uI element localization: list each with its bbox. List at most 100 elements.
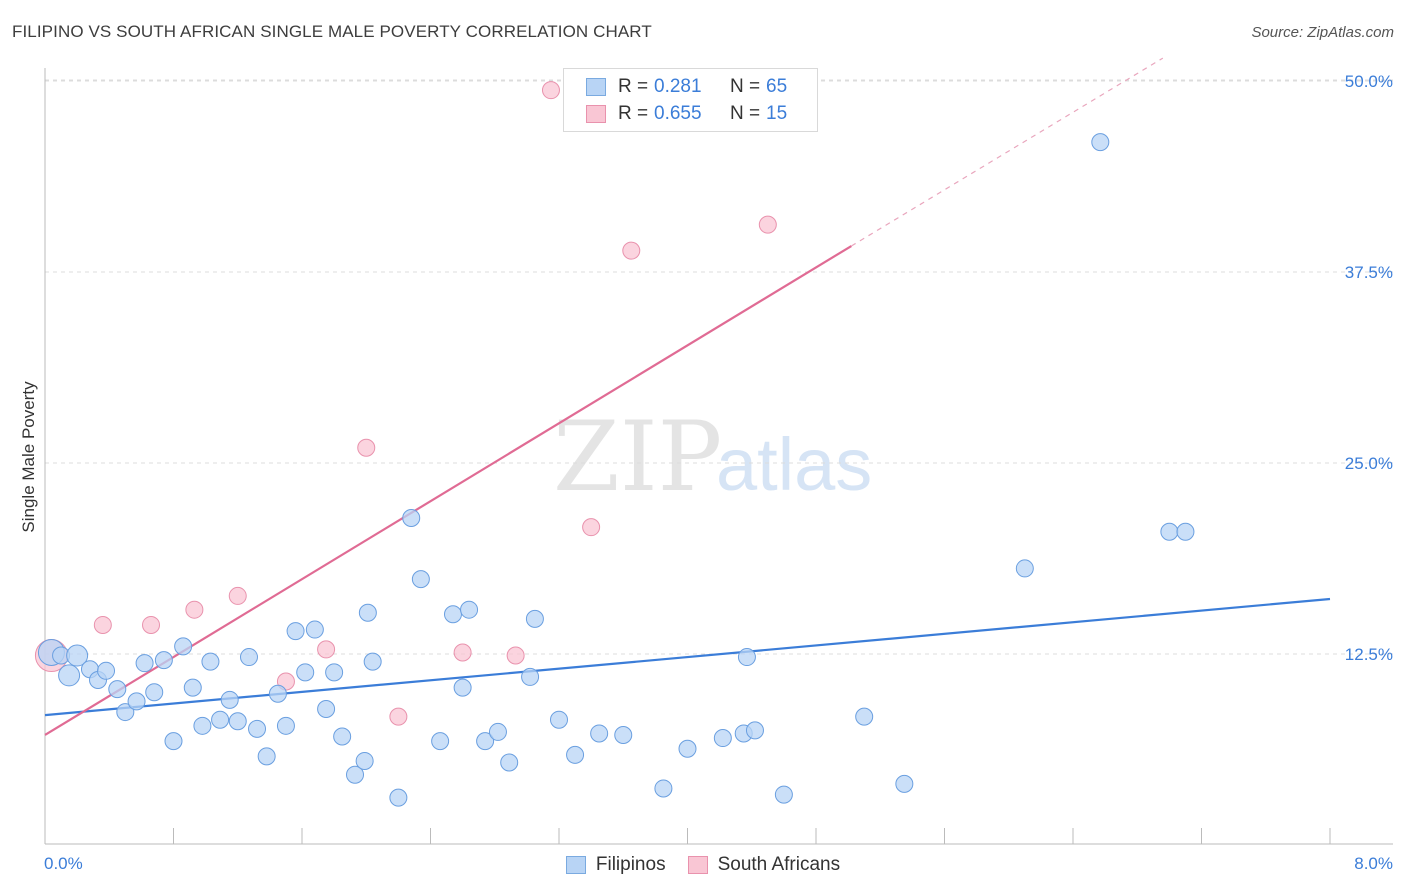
point-filipino [97, 661, 116, 680]
series-legend-filipinos: Filipinos [565, 854, 666, 876]
point-filipino [488, 722, 507, 741]
point-filipino [58, 664, 81, 687]
trendlines [44, 57, 1331, 736]
point-filipino [713, 729, 732, 748]
x-tick-label: 8.0% [1354, 854, 1393, 873]
point-filipino [1176, 522, 1195, 541]
series-swatch-south-africans [687, 856, 708, 874]
point-filipino [305, 620, 324, 639]
point-filipino [116, 703, 135, 722]
point-filipino [239, 648, 258, 667]
point-filipino [66, 644, 89, 667]
point-filipino [1160, 522, 1179, 541]
point-filipino [127, 692, 146, 711]
point-filipino [325, 663, 344, 682]
y-tick-label: 12.5% [1345, 645, 1393, 664]
point-filipino [431, 732, 450, 751]
point-filipino [453, 678, 472, 697]
point-filipino [654, 779, 673, 798]
data-points [34, 81, 1195, 807]
point-south-african [582, 518, 601, 537]
watermark-zip: ZIP [553, 401, 722, 513]
legend-row-filipinos: R = 0.281 N = 65 [586, 74, 787, 100]
point-filipino [154, 651, 173, 670]
legend-row-south-africans: R = 0.655 N = 15 [586, 101, 787, 127]
point-filipino [745, 721, 764, 740]
point-filipino [145, 683, 164, 702]
point-filipino [183, 678, 202, 697]
trendline-south-africans-extension [851, 57, 1164, 247]
point-filipino [1091, 133, 1110, 152]
y-tick-label: 25.0% [1345, 454, 1393, 473]
point-filipino [193, 716, 212, 735]
point-filipino [358, 603, 377, 622]
legend-r-label: R = [618, 76, 649, 97]
point-filipino [296, 663, 315, 682]
point-south-african [142, 615, 161, 634]
point-filipino [1015, 559, 1034, 578]
gridlines [45, 79, 1393, 655]
point-filipino [443, 605, 462, 624]
point-filipino [228, 712, 247, 731]
point-filipino [855, 707, 874, 726]
watermark-atlas: atlas [716, 423, 872, 506]
x-tick-label: 0.0% [44, 854, 83, 873]
point-filipino [521, 667, 540, 686]
point-south-african [185, 600, 204, 619]
point-south-african [317, 640, 336, 659]
point-south-african [622, 241, 641, 260]
point-filipino [355, 751, 374, 770]
legend-swatch-south-africans [586, 105, 606, 123]
series-label-filipinos: Filipinos [595, 854, 666, 875]
point-filipino [317, 700, 336, 719]
point-south-african [453, 643, 472, 662]
point-filipino [614, 725, 633, 744]
point-filipino [276, 716, 295, 735]
point-filipino [774, 785, 793, 804]
tick-labels: 12.5% 25.0% 37.5% 50.0% 0.0% 8.0% [44, 72, 1393, 873]
legend-r-value: 0.281 [654, 76, 702, 97]
point-filipino [678, 739, 697, 758]
point-filipino [164, 732, 183, 751]
point-filipino [286, 622, 305, 641]
point-filipino [135, 654, 154, 673]
point-south-african [541, 81, 560, 100]
point-filipino [108, 680, 127, 699]
series-label-south-africans: South Africans [717, 854, 841, 875]
point-filipino [460, 600, 479, 619]
point-filipino [389, 788, 408, 807]
point-filipino [566, 745, 585, 764]
point-filipino [201, 652, 220, 671]
legend-n-value: 65 [766, 76, 788, 97]
point-filipino [257, 747, 276, 766]
series-legend-south-africans: South Africans [687, 854, 841, 876]
point-filipino [402, 509, 421, 528]
point-filipino [590, 724, 609, 743]
point-filipino [220, 690, 239, 709]
legend-swatch-filipinos [586, 78, 606, 96]
point-south-african [228, 586, 247, 605]
chart-title: FILIPINO VS SOUTH AFRICAN SINGLE MALE PO… [12, 22, 652, 41]
point-filipino [550, 710, 568, 729]
legend-n-label: N = [730, 76, 761, 97]
trendline-filipinos [44, 597, 1331, 717]
point-filipino [174, 637, 193, 656]
point-filipino [500, 753, 519, 772]
point-filipino [211, 710, 230, 729]
point-filipino [737, 648, 756, 667]
legend-r-label: R = [618, 103, 649, 124]
point-south-african [758, 215, 777, 234]
point-filipino [363, 652, 382, 671]
correlation-legend: R = 0.281 N = 65 R = 0.655 N = 15 [563, 68, 818, 132]
point-south-african [357, 438, 376, 457]
series-swatch-filipinos [565, 856, 586, 874]
point-south-african [389, 707, 408, 726]
legend-r-value: 0.655 [654, 103, 702, 124]
source-credit: Source: ZipAtlas.com [1251, 24, 1394, 41]
point-filipino [333, 727, 352, 746]
series-legend: Filipinos South Africans [0, 852, 1406, 878]
point-filipino [525, 609, 544, 628]
point-filipino [476, 732, 495, 751]
y-tick-label: 50.0% [1345, 72, 1393, 91]
